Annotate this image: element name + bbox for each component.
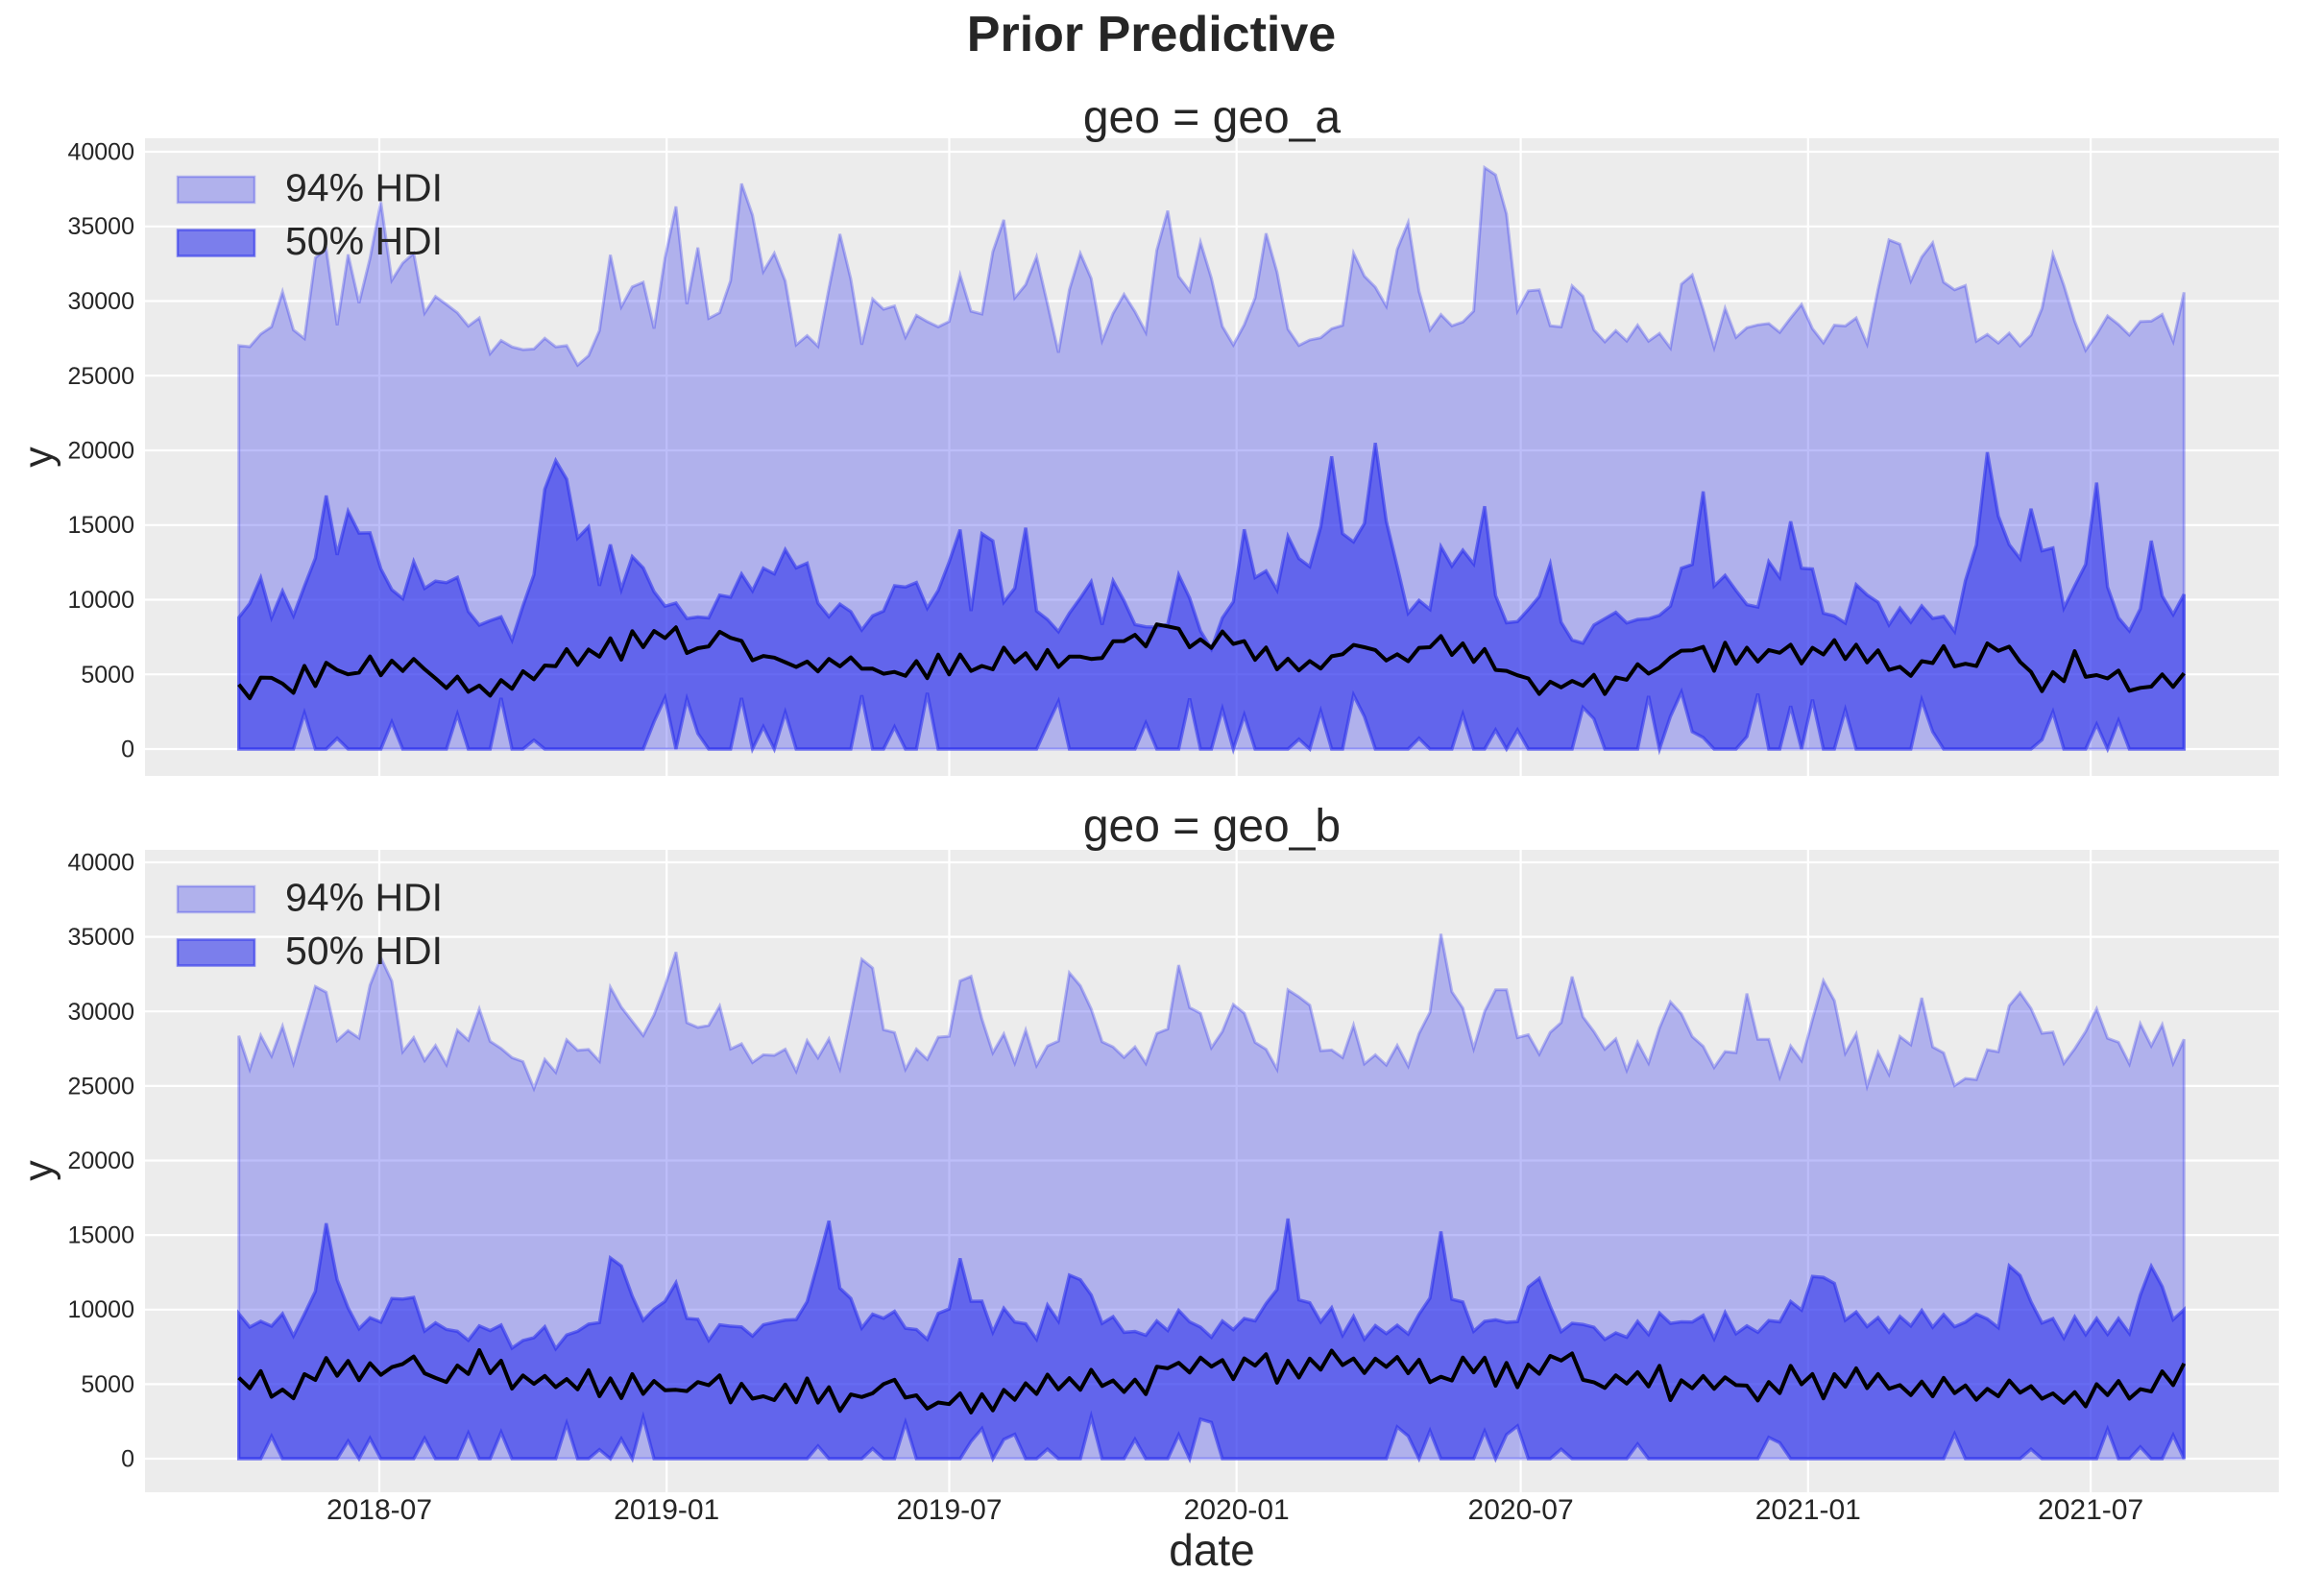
svg-text:94% HDI: 94% HDI: [285, 876, 443, 920]
svg-text:94% HDI: 94% HDI: [285, 166, 443, 210]
svg-text:25000: 25000: [67, 363, 134, 390]
svg-text:40000: 40000: [67, 139, 134, 166]
svg-text:2021-01: 2021-01: [1755, 1494, 1861, 1526]
svg-text:35000: 35000: [67, 213, 134, 240]
svg-text:35000: 35000: [67, 924, 134, 951]
svg-text:10000: 10000: [67, 587, 134, 614]
svg-text:50% HDI: 50% HDI: [285, 219, 443, 263]
svg-text:10000: 10000: [67, 1296, 134, 1323]
svg-text:50% HDI: 50% HDI: [285, 929, 443, 973]
svg-text:15000: 15000: [67, 512, 134, 539]
svg-text:15000: 15000: [67, 1222, 134, 1249]
svg-text:Prior Predictive: Prior Predictive: [967, 7, 1336, 62]
svg-text:5000: 5000: [81, 662, 134, 689]
svg-text:30000: 30000: [67, 288, 134, 315]
svg-text:5000: 5000: [81, 1371, 134, 1398]
svg-text:2020-07: 2020-07: [1468, 1494, 1574, 1526]
svg-text:2019-01: 2019-01: [614, 1494, 719, 1526]
svg-text:20000: 20000: [67, 438, 134, 465]
svg-text:40000: 40000: [67, 850, 134, 877]
svg-text:20000: 20000: [67, 1148, 134, 1174]
svg-text:2020-01: 2020-01: [1184, 1494, 1290, 1526]
svg-text:geo = geo_b: geo = geo_b: [1083, 801, 1341, 852]
svg-text:0: 0: [121, 737, 134, 763]
svg-text:0: 0: [121, 1446, 134, 1473]
svg-text:y: y: [15, 1160, 61, 1181]
svg-text:2021-07: 2021-07: [2038, 1494, 2143, 1526]
svg-text:geo = geo_a: geo = geo_a: [1083, 92, 1342, 143]
svg-text:30000: 30000: [67, 999, 134, 1026]
svg-text:2019-07: 2019-07: [896, 1494, 1002, 1526]
svg-text:2018-07: 2018-07: [327, 1494, 432, 1526]
svg-text:y: y: [15, 447, 61, 468]
svg-text:25000: 25000: [67, 1073, 134, 1100]
svg-text:date: date: [1169, 1525, 1255, 1575]
